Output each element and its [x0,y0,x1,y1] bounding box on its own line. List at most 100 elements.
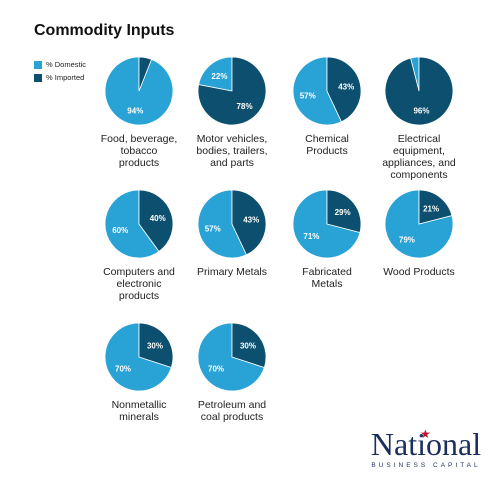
pie-title-line: tobacco [120,145,158,157]
data-label-imported: 30% [147,341,163,350]
pie-slice-imported [231,189,267,256]
data-label-domestic: 71% [303,232,319,241]
star-icon: ★ [420,427,431,441]
pie-title: Nonmetallic minerals [84,399,194,423]
pie-title-line: appliances, and [382,157,456,169]
pie-title-line: Computers and [103,266,175,278]
pie-svg: 57% 43% [197,189,267,259]
pie-title-line: coal products [200,411,264,423]
data-label-domestic: 70% [115,365,131,374]
pie-title-line: minerals [119,411,159,423]
pie-slice-domestic [292,189,361,259]
pie-svg: 96% [384,56,454,126]
pie-svg: 94% [104,56,174,126]
pie-slice-imported [326,56,362,123]
data-label-imported: 40% [150,214,166,223]
pie-slice-imported [138,189,174,253]
pie-title: Chemical Products [272,133,382,157]
national-business-capital-logo: ★ National BUSINESS CAPITAL [360,426,492,469]
pie-chart: 96% Electrical equipment, appliances, and co… [364,55,474,181]
pie-title-line: Electrical [397,133,441,145]
data-label-domestic: 70% [208,365,224,374]
pie-title-line: equipment, [393,145,445,157]
pie-title-line: Wood Products [383,266,455,278]
data-label-domestic: 60% [112,226,128,235]
pie-title: Petroleum and coal products [177,399,287,423]
pie-title-line: Primary Metals [196,266,267,278]
pie-title-line: Petroleum and [197,399,267,411]
page-title: Commodity Inputs [34,22,175,39]
pie-title-line: Motor vehicles, [196,133,268,145]
pie-slice-imported [138,322,174,369]
pie-chart: 94% Food, beverage, tobacco products [84,55,194,169]
data-label-domestic: 94% [127,106,143,115]
pie-slice-domestic [292,56,343,126]
pie-title: Food, beverage, tobacco products [84,133,194,169]
pie-svg: 70% 30% [197,322,267,392]
pie-title-line: products [118,290,160,302]
data-label-domestic: 79% [399,236,415,245]
data-label-imported: 30% [240,341,256,350]
pie-slice-domestic [104,189,160,259]
pie-title-line: electronic [116,278,162,290]
pie-title: Fabricated Metals [272,266,382,290]
data-label-domestic: 57% [300,91,316,100]
pie-slice-imported [138,56,153,92]
pie-svg: 79% 21% [384,189,454,259]
data-label-domestic: 57% [205,224,221,233]
pie-title: Motor vehicles, bodies, trailers, and part… [177,133,287,169]
pie-slice-imported [326,189,362,233]
pie-svg: 71% 29% [292,189,362,259]
data-label-imported: 96% [413,107,429,116]
pie-slice-domestic [197,322,265,392]
pie-svg: 70% 30% [104,322,174,392]
pie-title-line: Food, beverage, [100,133,178,145]
pie-title-line: and parts [210,157,254,169]
logo-wordmark: ★ National [360,426,492,462]
legend-label-imported: % Imported [46,73,85,82]
pie-slice-imported [231,322,267,369]
pie-title-line: Metals [311,278,343,290]
legend-item-domestic: % Domestic [34,58,86,71]
pie-title: Wood Products [364,266,474,278]
pie-chart: 79% 21% Wood Products [364,188,474,278]
legend-item-imported: % Imported [34,71,86,84]
logo-word-text: National [370,426,482,462]
pie-title-line: components [390,169,448,181]
pie-slice-domestic [198,56,233,92]
pie-chart: 71% 29% Fabricated Metals [272,188,382,290]
data-label-domestic: 22% [211,72,227,81]
pie-slice-imported [418,189,453,225]
pie-chart: 70% 30% Petroleum and coal products [177,321,287,423]
pie-chart: 70% 30% Nonmetallic minerals [84,321,194,423]
pie-title-line: Fabricated [302,266,352,278]
legend-label-domestic: % Domestic [46,60,87,69]
data-label-imported: 78% [237,102,253,111]
pie-title-line: Chemical [305,133,349,145]
pie-svg: 60% 40% [104,189,174,259]
pie-title-line: products [118,157,160,169]
legend-swatch-domestic [34,60,42,69]
pie-slice-domestic [197,189,248,259]
pie-chart: 60% 40% Computers and electronic products [84,188,194,302]
pie-chart: 57% 43% Primary Metals [177,188,287,278]
data-label-imported: 29% [335,208,351,217]
logo-subtitle: BUSINESS CAPITAL [371,462,481,469]
legend: % Domestic % Imported [34,58,86,84]
pie-chart: 57% 43% Chemical Products [272,55,382,157]
pie-title-line: bodies, trailers, [196,145,268,157]
pie-title-line: Products [306,145,348,157]
pie-title: Electrical equipment, appliances, and compo… [364,133,474,181]
pie-svg: 22% 78% [197,56,267,126]
data-label-imported: 43% [338,83,354,92]
legend-swatch-imported [34,73,42,82]
pie-slice-imported [197,56,267,126]
pie-slice-domestic [104,322,172,392]
pie-title-line: Nonmetallic [111,399,167,411]
pie-svg: 57% 43% [292,56,362,126]
pie-slice-imported [384,56,454,126]
data-label-imported: 43% [243,216,259,225]
pie-title: Computers and electronic products [84,266,194,302]
data-label-imported: 21% [423,204,439,213]
pie-title: Primary Metals [177,266,287,278]
